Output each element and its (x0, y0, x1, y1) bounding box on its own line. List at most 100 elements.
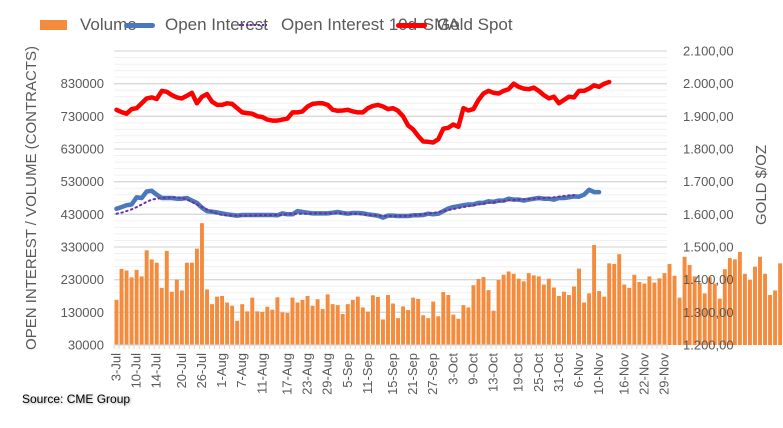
volume-bar (174, 279, 179, 345)
volume-bar (169, 291, 174, 345)
volume-bar (592, 245, 597, 345)
y-tick-label-right: 1.700,00 (683, 174, 734, 189)
volume-bar (225, 302, 230, 345)
volume-bar (270, 309, 275, 345)
volume-bar (491, 310, 496, 345)
x-tick-label: 20-Jul (174, 353, 189, 389)
volume-bar (401, 306, 406, 345)
x-tick-label: 14-Jul (149, 353, 164, 389)
y-tick-label-left: 330000 (61, 240, 104, 255)
volume-bars (114, 223, 783, 345)
volume-bar (476, 279, 481, 345)
volume-bar (697, 282, 702, 345)
volume-bar (763, 273, 767, 345)
volume-bar (184, 262, 189, 345)
chart-legend: Volume Open Interest Open Interest 10d-S… (0, 14, 783, 36)
volume-bar (612, 263, 617, 345)
volume-bar (511, 273, 516, 345)
volume-bar (240, 304, 245, 345)
volume-bar (380, 319, 385, 345)
volume-bar (255, 311, 260, 345)
source-note: Source: CME Group (22, 392, 131, 406)
volume-bar (677, 297, 682, 345)
y-tick-label-right: 1.500,00 (683, 240, 734, 255)
volume-bar (727, 258, 732, 345)
y-axis-right-labels: 1.200,00 1.300,00 1.400,00 1.500,00 1.600,00… (683, 44, 734, 353)
x-tick-label: 15-Sep (385, 353, 400, 395)
volume-bar (386, 295, 390, 345)
volume-bar (134, 269, 139, 345)
volume-bar (285, 312, 290, 345)
volume-bar (486, 290, 491, 345)
x-tick-label: 1-Aug (214, 353, 229, 388)
volume-bar (396, 318, 401, 345)
y-tick-label-left: 530000 (61, 174, 104, 189)
volume-bar (461, 305, 466, 345)
volume-bar (667, 263, 672, 345)
volume-bar (707, 277, 712, 345)
volume-bar (154, 262, 159, 345)
x-tick-label: 10-Nov (591, 353, 606, 395)
volume-bar (506, 271, 511, 345)
open-interest-line (114, 187, 602, 220)
volume-bar (657, 278, 662, 345)
legend-label: Volume (80, 15, 137, 34)
y-tick-label-left: 30000 (68, 338, 104, 353)
volume-bar (391, 303, 395, 345)
legend-label: Gold Spot (437, 15, 513, 34)
volume-bar (647, 276, 652, 345)
volume-bar (446, 295, 451, 345)
volume-bar (637, 281, 642, 345)
volume-bar (622, 284, 627, 345)
volume-bar (406, 310, 411, 345)
volume-bar (778, 263, 783, 345)
volume-bar (567, 295, 571, 345)
legend-item-gold-spot: Gold Spot (396, 14, 513, 36)
legend-label: Open Interest (165, 15, 269, 34)
volume-bar (551, 287, 556, 345)
volume-bar (587, 293, 592, 345)
volume-bar (456, 318, 461, 345)
volume-bar (305, 296, 310, 345)
y-tick-label-left: 730000 (61, 109, 104, 124)
x-tick-label: 27-Sep (425, 353, 440, 395)
volume-bar (124, 270, 129, 345)
y-tick-label-right: 1.900,00 (683, 109, 734, 124)
x-tick-label: 29-Aug (320, 353, 335, 395)
x-tick-label: 7-Aug (234, 353, 249, 388)
volume-bar (149, 259, 154, 345)
volume-bar (325, 294, 330, 345)
volume-bar (597, 291, 602, 345)
legend-swatch-volume (40, 20, 67, 30)
volume-bar (662, 273, 667, 345)
volume-bar (496, 279, 501, 345)
y-tick-label-left: 430000 (61, 207, 104, 222)
volume-bar (451, 314, 456, 345)
volume-bar (139, 276, 144, 345)
x-tick-label: 31-Oct (551, 353, 566, 392)
volume-bar (742, 273, 747, 345)
x-tick-label: 13-Oct (486, 353, 501, 392)
volume-bar (355, 296, 360, 345)
volume-bar (280, 312, 285, 345)
x-tick-label: 17-Aug (279, 353, 294, 395)
volume-bar (737, 251, 742, 345)
volume-bar (375, 296, 380, 345)
volume-bar (753, 266, 757, 345)
y-tick-label-right: 2.100,00 (683, 44, 734, 59)
volume-bar (330, 304, 335, 345)
volume-bar (345, 304, 350, 345)
y-axis-left-labels: 30000 130000 230000 330000 430000 530000 63000… (61, 76, 104, 352)
volume-bar (521, 281, 526, 345)
volume-bar (481, 277, 486, 345)
volume-bar (541, 284, 546, 345)
y-tick-label-left: 130000 (61, 305, 104, 320)
volume-bar (732, 259, 737, 345)
volume-bar (310, 305, 315, 345)
volume-bar (747, 279, 752, 345)
volume-bar (411, 297, 416, 345)
x-axis-labels: 3-Jul 10-Jul 14-Jul 20-Jul 26-Jul 1-Aug 7-Aug 1… (109, 353, 672, 395)
volume-bar (245, 311, 250, 345)
volume-bar (682, 256, 687, 345)
gold-spot-line (114, 79, 612, 145)
